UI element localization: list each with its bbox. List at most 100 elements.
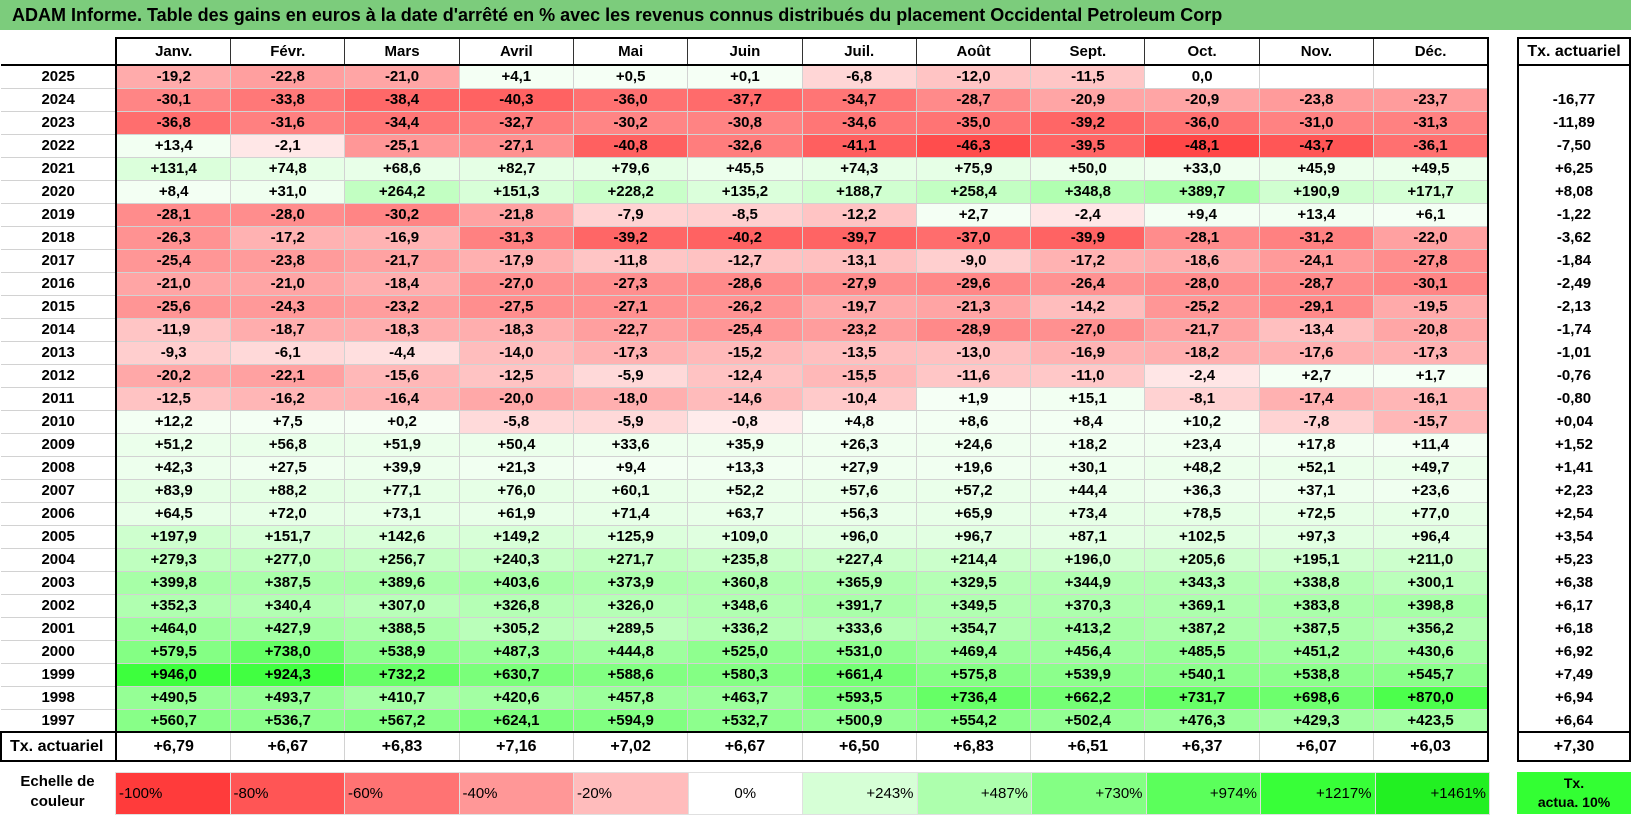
table-row: 2005 +197,9 +151,7 +142,6 +149,2 +125,9 +109,0… [1, 524, 1490, 549]
actuarial-header: Tx. actuariel [1517, 37, 1631, 66]
gain-cell: +30,1 [1030, 455, 1146, 480]
gain-cell: +13,4 [1258, 202, 1375, 227]
gain-cell: +15,1 [1030, 386, 1146, 411]
gain-cell: +7,5 [230, 409, 346, 434]
year-actuarial-rate: +3,54 [1517, 525, 1631, 548]
gain-cell: -41,1 [801, 133, 917, 158]
gain-cell: -25,4 [115, 248, 232, 273]
gain-cell: +575,8 [915, 662, 1032, 687]
gain-cell: +51,2 [115, 432, 232, 457]
gain-cell: +13,4 [115, 133, 232, 158]
gain-cell: +430,6 [1373, 639, 1490, 664]
gain-cell: -16,2 [230, 386, 346, 411]
gain-cell: +79,6 [572, 156, 689, 181]
gain-cell: -17,4 [1258, 386, 1375, 411]
gain-cell: -13,0 [915, 340, 1032, 365]
gain-cell: +37,1 [1258, 478, 1375, 503]
gain-cell: +125,9 [572, 524, 689, 549]
gain-cell: +61,9 [458, 501, 574, 526]
gain-cell: -39,9 [1030, 225, 1146, 250]
total-actuarial-rate: +7,30 [1517, 732, 1631, 762]
gain-cell: -27,0 [1030, 317, 1146, 342]
gain-cell: +476,3 [1144, 708, 1260, 733]
year-label: 2009 [1, 432, 117, 457]
gain-cell: +27,5 [230, 455, 346, 480]
year-actuarial-rate: -0,80 [1517, 387, 1631, 410]
gain-cell: -21,3 [915, 294, 1032, 319]
gain-cell: -36,8 [115, 110, 232, 135]
year-actuarial-rate: +7,49 [1517, 663, 1631, 686]
gain-cell: +4,8 [801, 409, 917, 434]
gain-cell: +485,5 [1144, 639, 1260, 664]
month-actuarial-rate: +6,03 [1373, 731, 1490, 762]
gain-cell: +387,5 [230, 570, 346, 595]
year-actuarial-rate: +2,54 [1517, 502, 1631, 525]
year-actuarial-rate: +1,41 [1517, 456, 1631, 479]
color-scale-step: +974% [1145, 772, 1261, 815]
gain-cell: +33,6 [572, 432, 689, 457]
gain-cell: -18,2 [1144, 340, 1260, 365]
gain-cell: -18,0 [572, 386, 689, 411]
gain-cell: +567,2 [344, 708, 460, 733]
gain-cell: +661,4 [801, 662, 917, 687]
gain-cell: +545,7 [1373, 662, 1490, 687]
gain-cell: +96,4 [1373, 524, 1490, 549]
gain-cell: -36,0 [572, 87, 689, 112]
gain-cell: +464,0 [115, 616, 232, 641]
gain-cell: +429,3 [1258, 708, 1375, 733]
gain-cell: +630,7 [458, 662, 574, 687]
gain-cell: +9,4 [1144, 202, 1260, 227]
gain-cell: -19,5 [1373, 294, 1490, 319]
gain-cell: +300,1 [1373, 570, 1490, 595]
month-header: Janv. [115, 37, 232, 66]
year-actuarial-rate: +6,94 [1517, 686, 1631, 709]
gain-cell: +410,7 [344, 685, 460, 710]
table-row: 2013 -9,3 -6,1 -4,4 -14,0 -17,3 -15,2 -13,5 -13,… [1, 340, 1490, 365]
gain-cell: -16,4 [344, 386, 460, 411]
year-label: 2023 [1, 110, 117, 135]
gain-cell: +593,5 [801, 685, 917, 710]
table-row: 2024 -30,1 -33,8 -38,4 -40,3 -36,0 -37,7 -34,7-… [1, 87, 1490, 112]
gain-cell: -22,1 [230, 363, 346, 388]
gain-cell: -9,3 [115, 340, 232, 365]
month-header: Mai [572, 37, 689, 66]
gain-cell: +388,5 [344, 616, 460, 641]
gain-cell: -12,5 [115, 386, 232, 411]
gain-cell: +333,6 [801, 616, 917, 641]
year-actuarial-rate: -1,01 [1517, 341, 1631, 364]
gain-cell: -18,6 [1144, 248, 1260, 273]
year-label: 2000 [1, 639, 117, 664]
gain-cell: +73,1 [344, 501, 460, 526]
gain-cell: +413,2 [1030, 616, 1146, 641]
month-header: Juin [687, 37, 803, 66]
month-actuarial-rate: +6,79 [115, 731, 232, 762]
gain-cell: -39,2 [572, 225, 689, 250]
gain-cell: -5,9 [572, 409, 689, 434]
gain-cell: +554,2 [915, 708, 1032, 733]
gain-cell: -17,6 [1258, 340, 1375, 365]
gain-cell: -33,8 [230, 87, 346, 112]
gain-cell [1373, 64, 1490, 89]
gain-cell: +532,7 [687, 708, 803, 733]
gain-cell: -24,1 [1258, 248, 1375, 273]
gain-cell: +49,5 [1373, 156, 1490, 181]
gain-cell: -15,7 [1373, 409, 1490, 434]
gain-cell: +56,8 [230, 432, 346, 457]
year-label: 2003 [1, 570, 117, 595]
year-actuarial-rate: +6,17 [1517, 594, 1631, 617]
gain-cell: -23,2 [801, 317, 917, 342]
gain-cell: -30,2 [572, 110, 689, 135]
gain-cell: +736,4 [915, 685, 1032, 710]
gain-cell: -36,1 [1373, 133, 1490, 158]
gain-cell: -20,2 [115, 363, 232, 388]
gain-cell: -7,8 [1258, 409, 1375, 434]
gain-cell: -7,9 [572, 202, 689, 227]
table-row: 1998 +490,5 +493,7 +410,7 +420,6 +457,8 +463,7… [1, 685, 1490, 710]
gain-cell: +109,0 [687, 524, 803, 549]
gain-cell: -21,7 [1144, 317, 1260, 342]
gain-cell: -39,7 [801, 225, 917, 250]
gain-cell: -12,5 [458, 363, 574, 388]
gain-cell: +399,8 [115, 570, 232, 595]
gain-cell: -23,8 [1258, 87, 1375, 112]
gain-cell: +60,1 [572, 478, 689, 503]
